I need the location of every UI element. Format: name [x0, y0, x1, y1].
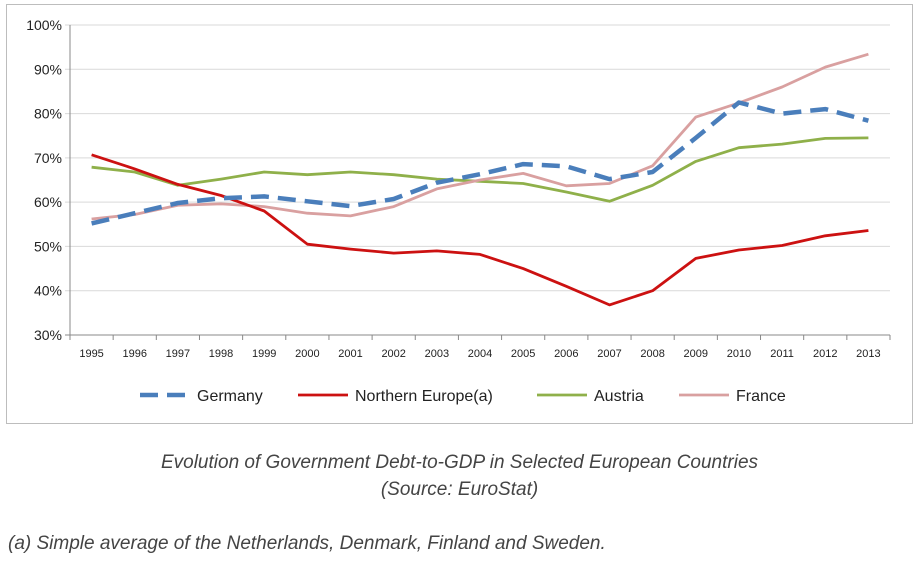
x-tick-label: 2009 — [684, 348, 708, 360]
legend-label: France — [736, 388, 786, 405]
x-tick-label: 1999 — [252, 348, 276, 360]
legend: Germany Northern Europe(a) Austria France — [140, 388, 786, 405]
y-tick-label: 40% — [34, 283, 62, 299]
x-tick-label: 2004 — [468, 348, 492, 360]
x-tick-label: 1997 — [166, 348, 190, 360]
series-line-france — [91, 52, 869, 221]
x-axis-ticks: 1995 1996 1997 1998 1999 2000 2001 2002 2003 2004… — [69, 335, 891, 360]
y-tick-label: 60% — [34, 194, 62, 210]
legend-label: Northern Europe(a) — [355, 388, 493, 405]
x-tick-label: 2005 — [511, 348, 535, 360]
x-tick-label: 1995 — [79, 348, 103, 360]
x-tick-label: 2002 — [381, 348, 405, 360]
caption-title: Evolution of Government Debt-to-GDP in S… — [160, 452, 759, 473]
figure-caption: Evolution of Government Debt-to-GDP in S… — [0, 449, 919, 503]
x-tick-label: 2001 — [338, 348, 362, 360]
x-tick-label: 1996 — [122, 348, 146, 360]
y-tick-label: 70% — [34, 150, 62, 166]
chart-frame: 30% 40% 50% 60% 70% 80% 90% 100% 1995 1996 1997 19… — [6, 4, 913, 424]
y-tick-label: 30% — [34, 327, 62, 343]
footnote: (a) Simple average of the Netherlands, D… — [8, 533, 606, 554]
x-tick-label: 1998 — [209, 348, 233, 360]
x-tick-label: 2007 — [597, 348, 621, 360]
x-tick-label: 2008 — [640, 348, 664, 360]
y-tick-label: 50% — [34, 238, 62, 254]
x-tick-label: 2000 — [295, 348, 319, 360]
y-tick-label: 100% — [26, 17, 62, 33]
y-tick-label: 90% — [34, 61, 62, 77]
y-axis-ticks: 30% 40% 50% 60% 70% 80% 90% 100% — [26, 17, 62, 343]
legend-label: Austria — [594, 388, 644, 405]
series-lines — [91, 52, 869, 307]
caption-source: (Source: EuroStat) — [380, 479, 539, 500]
x-tick-label: 2006 — [554, 348, 578, 360]
x-tick-label: 2011 — [770, 348, 794, 360]
series-line-northern-europe-a — [91, 153, 869, 307]
x-tick-label: 2013 — [856, 348, 880, 360]
x-tick-label: 2003 — [425, 348, 449, 360]
y-tick-label: 80% — [34, 106, 62, 122]
series-line-germany — [91, 100, 869, 226]
line-chart: 30%40%50%60%70%80%90%100% 1995 1996 1997 19… — [26, 17, 891, 405]
x-tick-label: 2012 — [813, 348, 837, 360]
legend-label: Germany — [197, 388, 263, 405]
x-tick-label: 2010 — [727, 348, 751, 360]
